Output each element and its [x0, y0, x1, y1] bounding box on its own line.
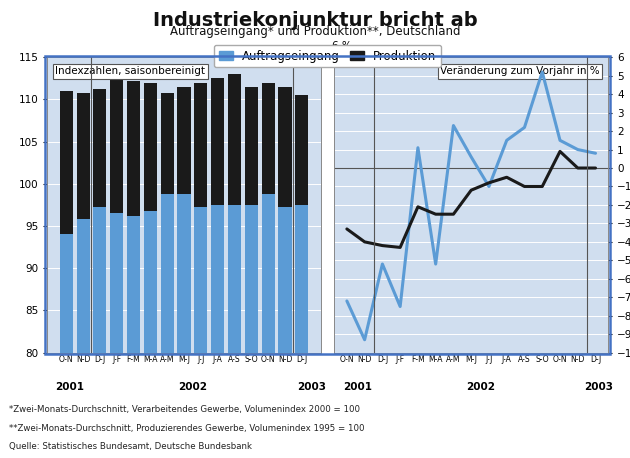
Bar — [76, 93, 89, 219]
Bar — [161, 194, 174, 353]
Bar — [244, 87, 258, 205]
Bar — [93, 89, 106, 207]
Text: 2001: 2001 — [343, 382, 372, 393]
Bar — [295, 205, 308, 353]
Bar — [244, 205, 258, 353]
Text: 2003: 2003 — [297, 382, 326, 393]
Bar — [295, 95, 308, 205]
Bar — [93, 207, 106, 353]
Bar — [110, 80, 123, 213]
Text: Quelle: Statistisches Bundesamt, Deutsche Bundesbank: Quelle: Statistisches Bundesamt, Deutsch… — [9, 442, 253, 451]
Bar — [144, 82, 157, 211]
Text: Veränderung zum Vorjahr in %: Veränderung zum Vorjahr in % — [440, 66, 600, 76]
Bar — [261, 194, 275, 353]
Bar — [161, 93, 174, 194]
Bar — [76, 219, 89, 353]
Bar — [110, 213, 123, 353]
Bar — [261, 82, 275, 194]
Text: Auftragseingang* und Produktion**, Deutschland: Auftragseingang* und Produktion**, Deuts… — [169, 25, 461, 38]
Bar — [211, 78, 224, 205]
Text: Indexzahlen, saisonbereinigt: Indexzahlen, saisonbereinigt — [55, 66, 205, 76]
Bar — [144, 211, 157, 353]
Bar — [194, 82, 207, 207]
Text: *Zwei-Monats-Durchschnitt, Verarbeitendes Gewerbe, Volumenindex 2000 = 100: *Zwei-Monats-Durchschnitt, Verarbeitende… — [9, 405, 360, 414]
Legend: Auftragseingang, Produktion: Auftragseingang, Produktion — [214, 45, 441, 67]
Text: **Zwei-Monats-Durchschnitt, Produzierendes Gewerbe, Volumenindex 1995 = 100: **Zwei-Monats-Durchschnitt, Produzierend… — [9, 424, 365, 433]
Bar — [178, 87, 190, 194]
Text: 2003: 2003 — [585, 382, 614, 393]
Text: 2002: 2002 — [466, 382, 495, 393]
Text: 2002: 2002 — [179, 382, 208, 393]
Bar — [60, 91, 73, 234]
Bar — [228, 74, 241, 205]
Bar — [178, 194, 190, 353]
Bar — [194, 207, 207, 353]
Text: 6 %: 6 % — [332, 41, 352, 51]
Text: 2001: 2001 — [55, 382, 84, 393]
Bar — [127, 81, 140, 216]
Bar — [60, 234, 73, 353]
Bar — [228, 205, 241, 353]
Text: Industriekonjunktur bricht ab: Industriekonjunktur bricht ab — [152, 11, 478, 30]
Bar — [211, 205, 224, 353]
Bar — [278, 87, 292, 207]
Bar — [278, 207, 292, 353]
Bar — [127, 216, 140, 353]
